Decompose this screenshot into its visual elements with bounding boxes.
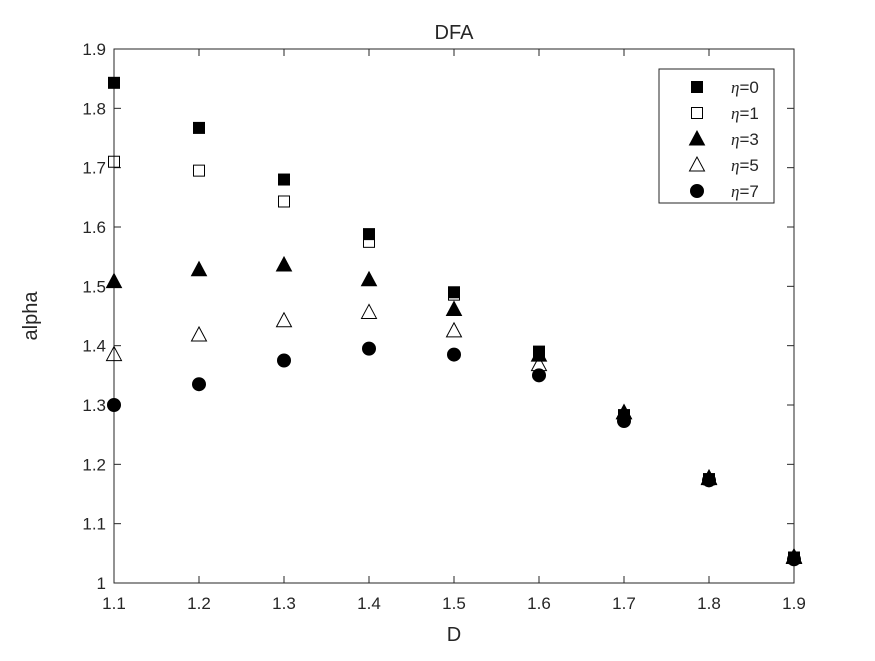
y-tick-label: 1.6	[82, 218, 106, 237]
data-point	[277, 353, 291, 368]
data-point	[108, 76, 120, 89]
data-point	[275, 255, 293, 272]
y-tick-label: 1.3	[82, 396, 106, 415]
y-tick-label: 1	[97, 574, 106, 593]
data-point	[360, 303, 378, 319]
data-point	[192, 377, 206, 392]
data-point	[362, 341, 376, 356]
x-tick-label: 1.5	[442, 594, 466, 613]
data-point	[278, 173, 290, 186]
legend-eta-symbol: η	[731, 78, 739, 97]
y-tick-label: 1.4	[82, 337, 106, 356]
y-tick-label: 1.8	[82, 99, 106, 118]
legend-series-name: =3	[739, 130, 758, 149]
data-point	[447, 347, 461, 362]
data-point	[275, 311, 293, 328]
data-point	[363, 235, 375, 248]
legend-box	[658, 68, 775, 204]
y-tick-label: 1.5	[82, 277, 106, 296]
data-point	[617, 414, 631, 429]
data-point	[193, 121, 205, 134]
data-point	[363, 228, 375, 241]
legend-marker-4	[690, 184, 704, 198]
x-tick-label: 1.3	[272, 594, 296, 613]
legend-marker-2	[688, 129, 706, 146]
x-tick-label: 1.7	[612, 594, 636, 613]
data-point	[190, 260, 208, 277]
data-point	[787, 552, 801, 567]
legend-label-4: η=7	[731, 182, 759, 201]
legend-label-2: η=3	[731, 130, 759, 149]
legend-series-name: =7	[739, 182, 758, 201]
legend-eta-symbol: η	[731, 156, 739, 175]
legend-series-name: =5	[739, 156, 758, 175]
data-point	[108, 155, 120, 168]
data-point	[532, 368, 546, 383]
data-point	[107, 398, 121, 412]
x-tick-label: 1.4	[357, 594, 381, 613]
x-tick-label: 1.1	[102, 594, 126, 613]
data-point	[278, 195, 290, 208]
series-4	[107, 341, 801, 567]
legend-series-name: =1	[739, 104, 758, 123]
x-tick-label: 1.8	[697, 594, 721, 613]
data-point	[702, 473, 716, 488]
y-tick-label: 1.2	[82, 455, 106, 474]
data-point	[105, 345, 123, 362]
data-point	[193, 164, 205, 177]
axis-ticks: 1.1 1.2 1.3 1.4 1.5 1.6 1.7 1.8 1.911.11.21.31.4…	[82, 40, 805, 613]
legend-eta-symbol: η	[731, 130, 739, 149]
legend-marker-3	[688, 155, 706, 172]
y-tick-label: 1.7	[82, 159, 106, 178]
legend: η=0η=1η=3η=5η=7	[658, 68, 775, 204]
legend-series-name: =0	[739, 78, 758, 97]
data-point	[448, 286, 460, 299]
data-point	[360, 270, 378, 287]
data-marks	[105, 76, 803, 567]
data-point	[445, 300, 463, 316]
legend-eta-symbol: η	[731, 182, 739, 201]
legend-label-1: η=1	[731, 104, 759, 123]
data-point	[530, 346, 548, 362]
y-tick-label: 1.1	[82, 515, 106, 534]
data-point	[190, 325, 208, 342]
x-tick-label: 1.6	[527, 594, 551, 613]
x-tick-label: 1.9	[782, 594, 806, 613]
data-point	[105, 272, 123, 289]
legend-label-3: η=5	[731, 156, 759, 175]
x-tick-label: 1.2	[187, 594, 211, 613]
data-point	[448, 288, 460, 301]
legend-marker-0	[691, 81, 703, 93]
x-axis-label: D	[447, 624, 461, 646]
y-tick-label: 1.9	[82, 40, 106, 59]
legend-eta-symbol: η	[731, 104, 739, 123]
legend-label-0: η=0	[731, 78, 759, 97]
legend-marker-1	[691, 107, 703, 119]
y-axis-label: alpha	[20, 291, 42, 341]
chart-title: DFA	[435, 22, 475, 44]
data-point	[445, 321, 463, 338]
